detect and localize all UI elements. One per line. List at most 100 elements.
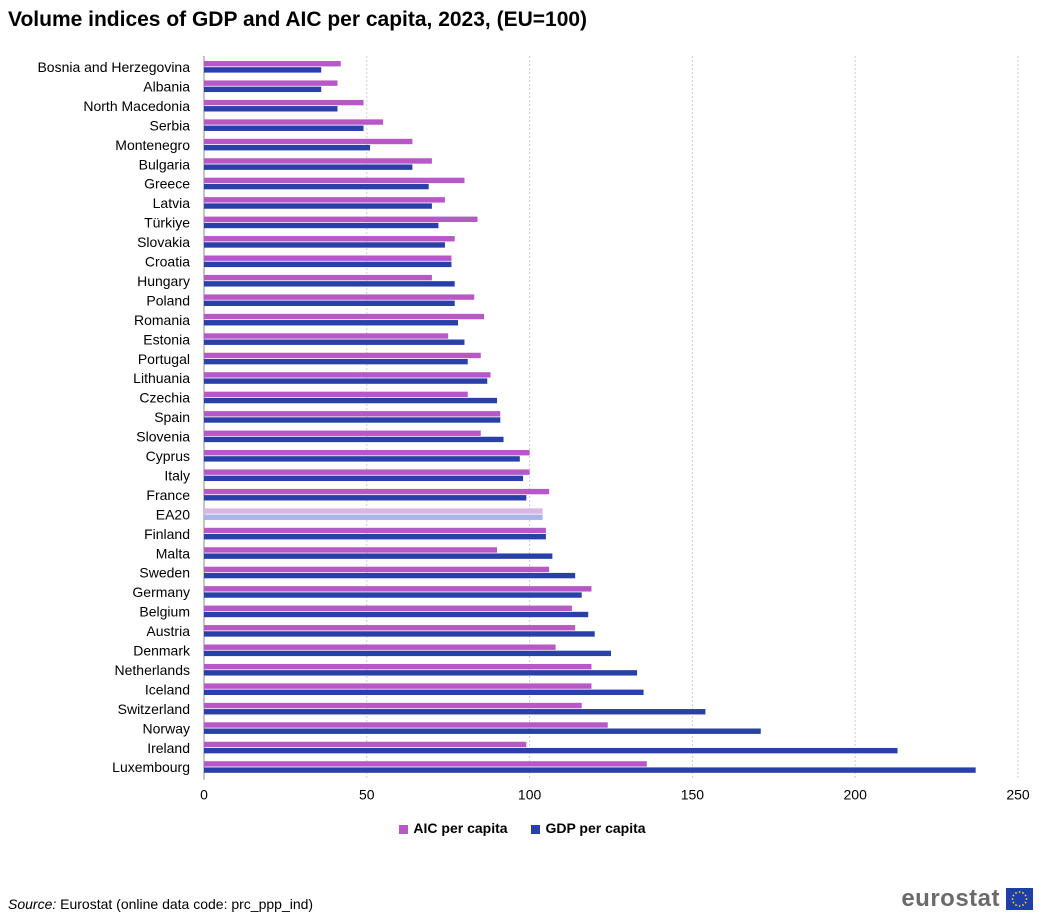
bar-aic bbox=[204, 547, 498, 553]
x-tick-label: 100 bbox=[518, 787, 542, 803]
category-label: Ireland bbox=[147, 740, 190, 756]
bar-gdp bbox=[204, 650, 611, 657]
x-tick-label: 150 bbox=[681, 787, 705, 803]
flag-star bbox=[1018, 905, 1021, 907]
bar-aic bbox=[204, 138, 413, 145]
bar-gdp bbox=[204, 611, 589, 618]
category-label: France bbox=[146, 487, 190, 503]
bar-aic bbox=[204, 197, 445, 203]
bar-gdp bbox=[204, 767, 976, 773]
bar-gdp bbox=[204, 203, 432, 209]
category-label: Sweden bbox=[139, 565, 190, 581]
category-label: Austria bbox=[146, 623, 190, 639]
bar-aic bbox=[204, 450, 530, 456]
bar-aic bbox=[204, 722, 608, 728]
bar-gdp bbox=[204, 242, 445, 248]
chart-title: Volume indices of GDP and AIC per capita… bbox=[8, 8, 588, 31]
bar-aic bbox=[204, 274, 432, 281]
source-label: Source: bbox=[8, 896, 57, 912]
bar-gdp bbox=[204, 436, 504, 443]
bar-gdp bbox=[204, 728, 761, 734]
x-tick-label: 0 bbox=[200, 787, 208, 803]
bar-aic bbox=[204, 313, 485, 320]
category-label: Spain bbox=[154, 409, 190, 425]
bar-aic bbox=[204, 702, 582, 709]
flag-star bbox=[1024, 894, 1027, 897]
bar-aic bbox=[204, 372, 491, 378]
bar-gdp bbox=[204, 709, 706, 715]
category-label: Switzerland bbox=[118, 701, 190, 717]
category-label: EA20 bbox=[156, 506, 190, 522]
bar-aic bbox=[204, 605, 572, 611]
bar-aic bbox=[204, 61, 341, 67]
bar-gdp bbox=[204, 339, 465, 345]
category-label: Bosnia and Herzegovina bbox=[37, 59, 190, 75]
legend-swatch-aic bbox=[399, 824, 409, 834]
bar-gdp bbox=[204, 495, 527, 501]
bar-aic bbox=[204, 469, 530, 475]
category-labels: Bosnia and Herzegovina Albania North Maced… bbox=[37, 59, 191, 775]
category-label: Norway bbox=[143, 720, 190, 736]
bar-gdp bbox=[204, 86, 322, 93]
category-label: North Macedonia bbox=[83, 98, 190, 114]
bar-gdp bbox=[204, 67, 322, 73]
bar-gdp bbox=[204, 592, 582, 598]
bar-aic bbox=[204, 566, 550, 573]
bar-gdp bbox=[204, 417, 501, 423]
logo-text: eurostat bbox=[901, 885, 1000, 912]
bar-aic bbox=[204, 294, 475, 300]
category-label: Montenegro bbox=[115, 137, 190, 153]
bar-gdp bbox=[204, 222, 439, 229]
source-note: Source: Eurostat (online data code: prc_… bbox=[8, 896, 313, 912]
x-tick-label: 50 bbox=[359, 787, 375, 803]
flag-star bbox=[1011, 898, 1014, 900]
bar-gdp bbox=[204, 358, 468, 365]
bar-gdp bbox=[204, 145, 371, 151]
category-label: Finland bbox=[144, 526, 190, 542]
bar-aic bbox=[204, 391, 468, 398]
bar-aic bbox=[204, 586, 592, 592]
bar-gdp bbox=[204, 689, 644, 695]
bar-aic bbox=[204, 663, 592, 670]
category-label: Italy bbox=[164, 467, 190, 483]
flag-star bbox=[1012, 894, 1015, 897]
category-label: Lithuania bbox=[133, 370, 190, 386]
category-label: Serbia bbox=[150, 117, 191, 133]
bar-aic bbox=[204, 99, 364, 106]
category-label: Bulgaria bbox=[139, 156, 191, 172]
category-label: Netherlands bbox=[115, 662, 191, 678]
flag-star bbox=[1024, 901, 1027, 904]
bar-aic bbox=[204, 741, 527, 748]
bar-aic bbox=[204, 761, 647, 767]
bar-gdp bbox=[204, 261, 452, 268]
category-label: Denmark bbox=[133, 643, 191, 659]
bar-aic bbox=[204, 644, 556, 650]
flag-star bbox=[1018, 891, 1021, 893]
category-label: Portugal bbox=[138, 351, 190, 367]
bar-gdp bbox=[204, 747, 898, 754]
bar-aic bbox=[204, 255, 452, 261]
flag-star bbox=[1022, 892, 1024, 894]
flag-star bbox=[1015, 904, 1017, 906]
flag-star bbox=[1025, 898, 1028, 900]
category-label: Hungary bbox=[137, 273, 190, 289]
bar-aic bbox=[204, 216, 478, 222]
category-label: Iceland bbox=[145, 681, 190, 697]
category-label: Belgium bbox=[139, 604, 190, 620]
bar-gdp bbox=[204, 514, 543, 520]
category-label: Greece bbox=[144, 176, 190, 192]
bar-aic bbox=[204, 333, 449, 339]
category-label: Türkiye bbox=[144, 215, 190, 231]
category-label: Luxembourg bbox=[112, 759, 190, 775]
category-label: Germany bbox=[132, 584, 190, 600]
x-axis-ticks: 0 50 100 150 200 250 bbox=[200, 787, 1030, 803]
bar-aic bbox=[204, 119, 384, 125]
source-text: Eurostat (online data code: prc_ppp_ind) bbox=[60, 896, 314, 912]
bar-gdp bbox=[204, 572, 576, 579]
category-label: Slovakia bbox=[137, 234, 190, 250]
eu-flag-icon bbox=[1006, 888, 1033, 910]
x-tick-label: 200 bbox=[844, 787, 868, 803]
bar-gdp bbox=[204, 300, 455, 306]
category-label: Czechia bbox=[139, 390, 190, 406]
bar-aic bbox=[204, 80, 338, 86]
